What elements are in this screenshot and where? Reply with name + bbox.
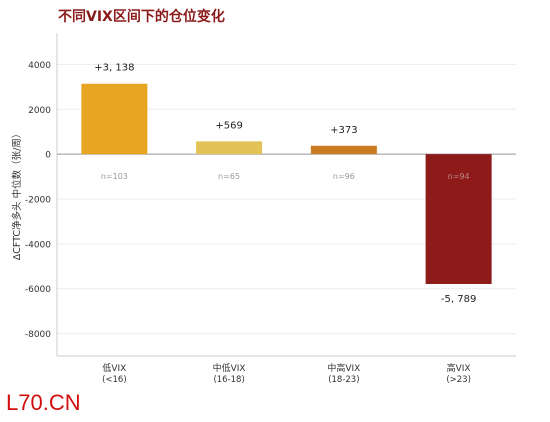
x-tick-label: 中低VIX <box>213 362 246 374</box>
x-tick-label: 中高VIX <box>327 362 360 374</box>
y-tick-label: 2000 <box>28 106 51 116</box>
y-tick-labels: 4000 2000 0 -2000 -4000 -6000 -8000 <box>25 61 51 340</box>
x-tick-sublabel: (18-23) <box>328 375 359 385</box>
count-label: n=94 <box>448 172 470 181</box>
data-labels: +3, 138 n=103 +569 n=65 +373 n=96 -5, 789 n=94 <box>94 63 476 305</box>
count-label: n=65 <box>218 172 240 181</box>
bar <box>425 154 492 284</box>
x-tick-sublabel: (>23) <box>446 375 471 385</box>
x-tick-sublabel: (<16) <box>102 375 127 385</box>
value-label: +569 <box>215 120 242 131</box>
watermark-logo: L70.CN <box>6 390 81 415</box>
count-label: n=96 <box>333 172 355 181</box>
x-tick-label: 高VIX <box>447 362 471 374</box>
y-axis-label: ΔCFTC净多头 中位数（张/周） <box>11 129 23 261</box>
bar <box>310 145 377 155</box>
bar <box>196 141 263 155</box>
x-tick-labels: 低VIX(<16) 中低VIX(16-18) 中高VIX(18-23) 高VIX(>2… <box>102 362 471 385</box>
y-tick-label: -8000 <box>25 330 51 340</box>
value-label: +3, 138 <box>94 63 134 74</box>
chart-title: 不同VIX区间下的仓位变化 <box>58 9 225 25</box>
y-tick-label: 4000 <box>28 61 51 71</box>
x-tick-sublabel: (16-18) <box>213 375 244 385</box>
y-tick-label: 0 <box>45 151 51 161</box>
y-tick-label: -2000 <box>25 195 51 205</box>
y-tick-label: -4000 <box>25 240 51 250</box>
x-tick-label: 低VIX <box>102 362 126 374</box>
bar <box>81 83 148 155</box>
bars <box>81 83 492 284</box>
count-label: n=103 <box>101 172 128 181</box>
value-label: -5, 789 <box>441 294 476 305</box>
value-label: +373 <box>330 125 357 136</box>
y-tick-label: -6000 <box>25 285 51 295</box>
